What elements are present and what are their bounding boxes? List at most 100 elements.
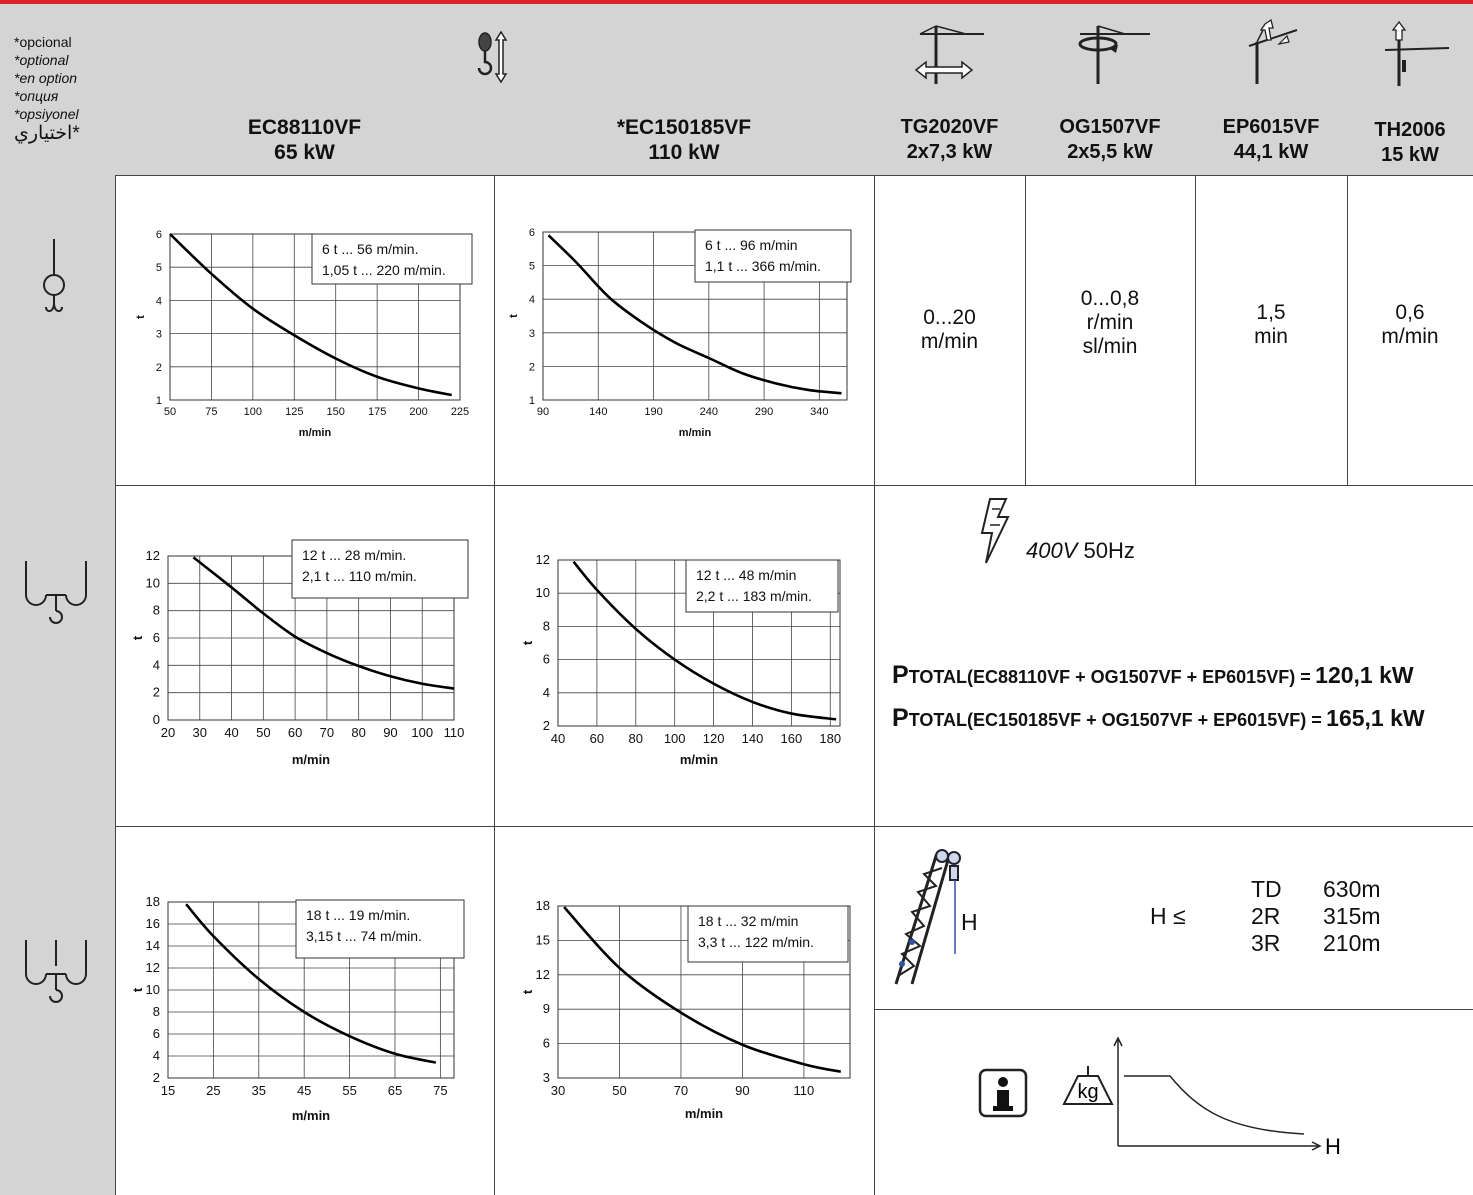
speed-unit: min xyxy=(1254,325,1288,348)
x-tick-label: 100 xyxy=(411,725,433,740)
y-tick-label: 4 xyxy=(543,685,550,700)
height-row: TD 630m xyxy=(1251,876,1381,902)
x-tick-label: 30 xyxy=(193,725,207,740)
model-power: 2x7,3 kW xyxy=(906,141,993,163)
y-axis-label: t xyxy=(135,315,147,319)
legend-line: 18 t ... 19 m/min. xyxy=(306,907,410,923)
x-tick-label: 70 xyxy=(674,1083,688,1098)
height-row: 2R 315m xyxy=(1251,903,1381,929)
hoist-chart-ec88110-3fall: 15 25 35 45 55 65 75 2 4 6 8 10 12 14 16 18 m/min t 18 t .… xyxy=(130,894,465,1123)
chart-cell-3 xyxy=(115,485,495,827)
x-tick-label: 65 xyxy=(388,1083,402,1098)
col-header-ec88110vf: EC88110VF 65 kW xyxy=(115,105,495,176)
model-name: TG2020VF xyxy=(900,116,999,138)
x-tick-label: 25 xyxy=(206,1083,220,1098)
x-tick-label: 140 xyxy=(742,731,764,746)
kg-label: kg xyxy=(1077,1081,1098,1103)
chart-cell-1 xyxy=(115,175,495,486)
slewing-icon xyxy=(1078,25,1150,84)
speed-unit: m/min xyxy=(1381,325,1439,348)
x-tick-label: 50 xyxy=(164,406,176,418)
x-tick-label: 180 xyxy=(819,731,841,746)
y-tick-label: 4 xyxy=(529,294,535,306)
top-accent-bar xyxy=(0,0,1473,4)
x-tick-label: 90 xyxy=(537,406,549,418)
x-tick-label: 150 xyxy=(327,406,345,418)
legend-box xyxy=(291,539,469,599)
hoist-chart-ec88110-1fall: 50 75 100 125 150 175 200 225 1 2 3 4 5 6 m/min t 6 t ..… xyxy=(135,229,473,439)
x-tick-label: 55 xyxy=(342,1083,356,1098)
x-tick-label: 45 xyxy=(297,1083,311,1098)
x-tick-label: 90 xyxy=(735,1083,749,1098)
speed-cell-tg2020: 0...20 m/min xyxy=(874,175,1026,486)
y-tick-label: 10 xyxy=(146,575,160,590)
speed-value: 0...20 xyxy=(923,306,976,329)
speed-unit: m/min xyxy=(920,330,979,353)
y-tick-label: 5 xyxy=(529,261,535,273)
y-tick-label: 5 xyxy=(156,262,162,274)
x-axis-label: m/min xyxy=(680,752,718,767)
legend-line: 3,15 t ... 74 m/min. xyxy=(306,928,422,944)
lattice-mast-icon xyxy=(894,849,961,985)
y-tick-label: 2 xyxy=(153,685,160,700)
speed-cell-ep6015: 1,5 min xyxy=(1195,175,1348,486)
model-name: OG1507VF xyxy=(1059,116,1161,138)
x-tick-label: 190 xyxy=(644,406,662,418)
option-tr: *opsiyonel xyxy=(14,106,79,122)
x-axis-label: m/min xyxy=(299,427,332,439)
y-axis-label: t xyxy=(130,635,145,640)
slewing-icon-cell xyxy=(1025,4,1196,106)
y-tick-label: 2 xyxy=(153,1070,160,1085)
legend-line: 12 t ... 28 m/min. xyxy=(302,547,406,563)
trolley-icon xyxy=(914,25,984,84)
option-ru: *опция xyxy=(14,88,59,104)
x-tick-label: 80 xyxy=(629,731,643,746)
x-tick-label: 40 xyxy=(224,725,238,740)
two-fall-hook-icon xyxy=(25,561,87,624)
model-power: 110 kW xyxy=(648,141,720,164)
chart-cell-6 xyxy=(494,826,875,1195)
x-tick-label: 100 xyxy=(664,731,686,746)
y-axis-label: t xyxy=(130,987,145,992)
speed-curve xyxy=(572,560,837,721)
y-tick-label: 1 xyxy=(529,395,535,407)
y-tick-label: 12 xyxy=(146,548,160,563)
speed-unit-alt: sl/min xyxy=(1082,335,1138,358)
y-tick-label: 9 xyxy=(543,1001,550,1016)
translation-icon-cell xyxy=(1347,4,1473,106)
legend-line: 12 t ... 48 m/min xyxy=(696,567,796,583)
x-tick-label: 30 xyxy=(551,1083,565,1098)
x-axis-label: m/min xyxy=(292,1108,330,1123)
chart-cell-5 xyxy=(115,826,495,1195)
x-tick-label: 50 xyxy=(256,725,270,740)
y-tick-label: 1 xyxy=(156,395,162,407)
legend-line: 3,3 t ... 122 m/min. xyxy=(698,934,814,950)
height-relation: H ≤ xyxy=(1150,903,1186,929)
frequency: 50Hz xyxy=(1083,538,1135,563)
y-axis-label: t xyxy=(520,989,535,994)
x-tick-label: 75 xyxy=(205,406,217,418)
x-tick-label: 90 xyxy=(383,725,397,740)
y-tick-label: 4 xyxy=(156,295,162,307)
legend-box xyxy=(295,899,465,959)
x-axis-label: m/min xyxy=(685,1106,723,1121)
option-ar: *اختياري xyxy=(14,123,80,144)
y-tick-label: 8 xyxy=(153,603,160,618)
y-tick-label: 2 xyxy=(156,362,162,374)
x-tick-label: 200 xyxy=(409,406,427,418)
y-tick-label: 8 xyxy=(543,618,550,633)
speed-curve xyxy=(169,233,452,397)
col-header-og1507vf: OG1507VF 2x5,5 kW xyxy=(1025,105,1196,176)
x-tick-label: 50 xyxy=(612,1083,626,1098)
luffing-icon-cell xyxy=(1195,4,1348,106)
hoist-chart-ec150185-3fall: 30 50 70 90 110 3 6 9 12 15 18 m/min t 18 t ... 32 m/… xyxy=(520,898,851,1121)
x-tick-label: 240 xyxy=(700,406,718,418)
x-tick-label: 110 xyxy=(794,1083,815,1098)
power-total-2: PTOTAL(EC150185VF + OG1507VF + EP6015VF)… xyxy=(892,704,1425,732)
y-tick-label: 18 xyxy=(536,898,550,913)
x-tick-label: 340 xyxy=(810,406,828,418)
y-tick-label: 2 xyxy=(543,718,550,733)
legend-box xyxy=(694,229,852,283)
y-tick-label: 4 xyxy=(153,1048,160,1063)
x-tick-label: 20 xyxy=(161,725,175,740)
